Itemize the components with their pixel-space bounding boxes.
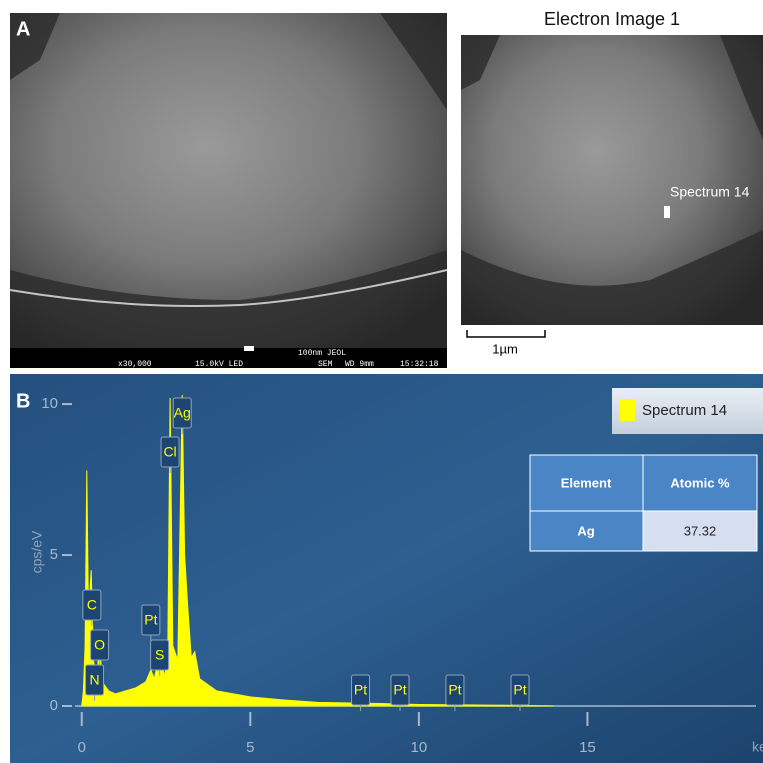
peak-label: Pt [448,682,461,698]
x-tick-label: 10 [411,739,428,756]
panel-label: A [16,18,30,40]
table-header: Element [561,475,612,490]
page: A x30,000 15.0kV LED 100nm JEOL SEM WD 9… [0,0,763,763]
figure: A x30,000 15.0kV LED 100nm JEOL SEM WD 9… [0,0,763,763]
y-tick-label: 5 [50,546,58,563]
y-tick-label: 10 [41,395,58,412]
x-axis-label: keV [752,739,763,755]
sem-info: x30,000 [118,360,152,369]
x-tick-label: 15 [579,739,596,756]
peak-label: Pt [144,612,157,628]
peak-label: Pt [513,682,526,698]
sem-scale [244,346,254,351]
peak-label: N [89,672,99,688]
spectrum-marker-label: Spectrum 14 [670,184,750,200]
x-tick-label: 0 [78,739,86,756]
legend-label: Spectrum 14 [642,402,727,419]
peak-label: Pt [393,682,406,698]
sem-info: WD 9mm [345,360,374,369]
table-cell-text: 37.32 [684,523,717,538]
scale-bar [467,330,545,337]
spectrum-marker [664,206,670,218]
peak-label: Ag [174,405,191,421]
legend-swatch [620,399,635,421]
table-cell-text: Ag [577,523,594,538]
sem-info: SEM [318,360,333,369]
peak-label: C [87,597,97,613]
scale-bar-label: 1µm [492,341,518,356]
y-axis-label: cps/eV [29,530,45,573]
y-tick-label: 0 [50,697,58,714]
peak-label: Pt [354,682,367,698]
table-header: Atomic % [670,475,730,490]
image-title: Electron Image 1 [544,9,680,29]
panel-label: B [16,390,30,412]
x-tick-label: 5 [246,739,254,756]
peak-label: O [94,637,105,653]
sem-info: 100nm JEOL [298,349,346,358]
sem-info: 15:32:18 [400,360,439,369]
peak-label: S [155,647,164,663]
sem-info: 15.0kV LED [195,360,243,369]
peak-label: Cl [163,444,176,460]
